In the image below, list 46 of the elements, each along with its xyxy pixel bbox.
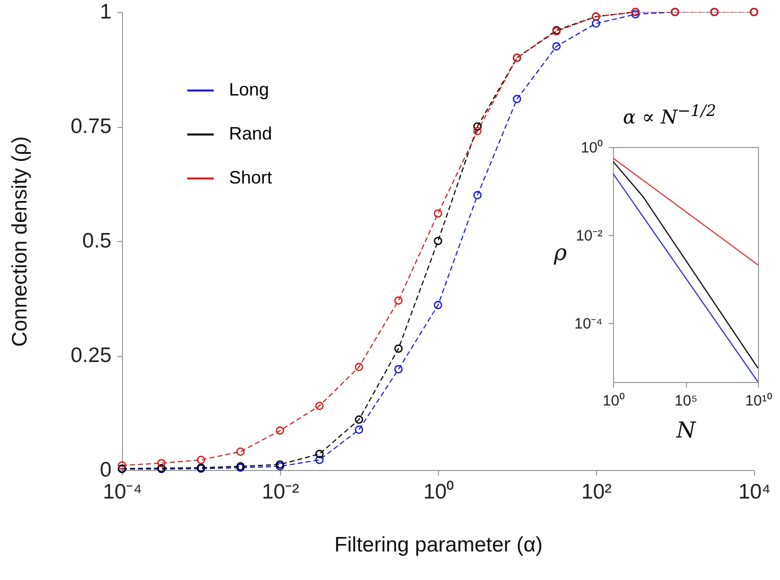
y-tick-label: 10⁻⁴ xyxy=(574,316,602,333)
point xyxy=(394,344,403,353)
point xyxy=(434,236,442,246)
x-tick-label: 10⁻² xyxy=(262,480,300,504)
x-axis-title: N xyxy=(675,418,696,444)
y-axis-title: Connection density (ρ) xyxy=(8,136,32,347)
y-tick-label: 0.25 xyxy=(70,344,112,367)
chart-title: α ∝ N$^{−1/2}$ xyxy=(623,101,716,128)
point xyxy=(315,402,324,410)
point xyxy=(394,365,403,374)
point xyxy=(552,42,561,51)
legend-label: Rand xyxy=(229,124,272,144)
y-tick-label: 0 xyxy=(100,458,112,482)
point xyxy=(354,362,364,372)
point xyxy=(473,122,482,131)
x-tick-label: 10⁵ xyxy=(674,392,698,410)
y-tick-label: 0.5 xyxy=(82,230,112,252)
point xyxy=(157,458,166,468)
y-tick-label: 0.75 xyxy=(70,115,112,138)
point xyxy=(434,300,442,310)
x-tick-label: 10⁰ xyxy=(602,392,624,410)
point xyxy=(276,426,284,435)
x-tick-label: 10⁰ xyxy=(423,480,454,504)
point xyxy=(434,209,442,218)
point xyxy=(473,126,482,136)
point xyxy=(631,10,640,18)
x-axis-title: Filtering parameter (α) xyxy=(334,534,543,556)
x-tick-label: 10¹⁰ xyxy=(745,392,772,410)
x-tick-label: 10⁴ xyxy=(738,480,771,504)
point xyxy=(394,296,403,305)
y-tick-label: 1 xyxy=(100,0,112,24)
point xyxy=(315,456,324,464)
point xyxy=(236,448,245,456)
x-tick-label: 10² xyxy=(581,480,612,504)
point xyxy=(196,456,206,464)
point xyxy=(592,19,600,28)
point xyxy=(354,426,364,434)
point xyxy=(315,450,324,458)
point xyxy=(354,415,364,424)
legend-label: Long xyxy=(229,80,270,100)
legend-label: Short xyxy=(229,168,272,188)
y-tick-label: 10⁰ xyxy=(580,140,602,156)
y-tick-label: 10⁻² xyxy=(576,228,602,245)
y-axis-title: ρ xyxy=(552,241,567,266)
point xyxy=(512,94,522,104)
point xyxy=(473,191,482,200)
